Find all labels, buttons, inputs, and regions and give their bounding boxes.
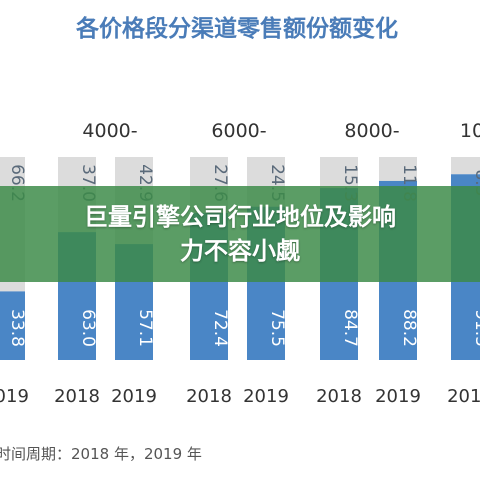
chart-title: 各价格段分渠道零售额份额变化	[75, 15, 398, 42]
banner-line-1: 巨量引擎公司行业地位及影响	[84, 203, 396, 231]
data-label-bottom: 33.8	[7, 309, 27, 347]
bar-segment-other	[451, 157, 480, 175]
x-tick-label: 2019	[111, 386, 157, 407]
banner-headline: 巨量引擎公司行业地位及影响 力不容小觑	[40, 200, 440, 268]
price-group-label: 6000-	[211, 120, 266, 142]
data-label-bottom: 84.7	[340, 309, 360, 347]
data-label-bottom: 72.4	[210, 309, 230, 347]
price-group-labels: 4000- 6000- 8000- 10	[82, 120, 480, 142]
price-group-label: 4000-	[82, 120, 137, 142]
data-label-bottom: 88.2	[399, 309, 419, 347]
x-tick-label: 2018	[186, 386, 232, 407]
x-tick-label: 2019	[375, 386, 421, 407]
data-label-bottom: 57.1	[135, 309, 155, 347]
data-label-top: 8.5	[471, 169, 480, 196]
x-tick-label: 2018	[316, 386, 362, 407]
time-period-footer: 时间周期：2018 年，2019 年	[0, 445, 202, 463]
bar-segment-other	[320, 157, 358, 189]
data-label-bottom: 91.5	[471, 309, 480, 347]
overlay-banner: 巨量引擎公司行业地位及影响 力不容小觑	[0, 186, 480, 282]
price-group-label: 10	[460, 120, 480, 142]
year-labels: 201920182019201820192018201920182019	[0, 386, 480, 407]
bar-segment-main	[0, 291, 25, 360]
bar-segment-other	[379, 157, 417, 181]
x-tick-label: 2018	[447, 386, 480, 407]
x-tick-label: 2019	[243, 386, 289, 407]
price-group-label: 8000-	[344, 120, 399, 142]
data-label-bottom: 75.5	[267, 309, 287, 347]
x-tick-label: 2019	[0, 386, 29, 407]
x-tick-label: 2018	[54, 386, 100, 407]
data-label-bottom: 63.0	[78, 309, 98, 347]
banner-line-2: 力不容小觑	[180, 237, 300, 265]
